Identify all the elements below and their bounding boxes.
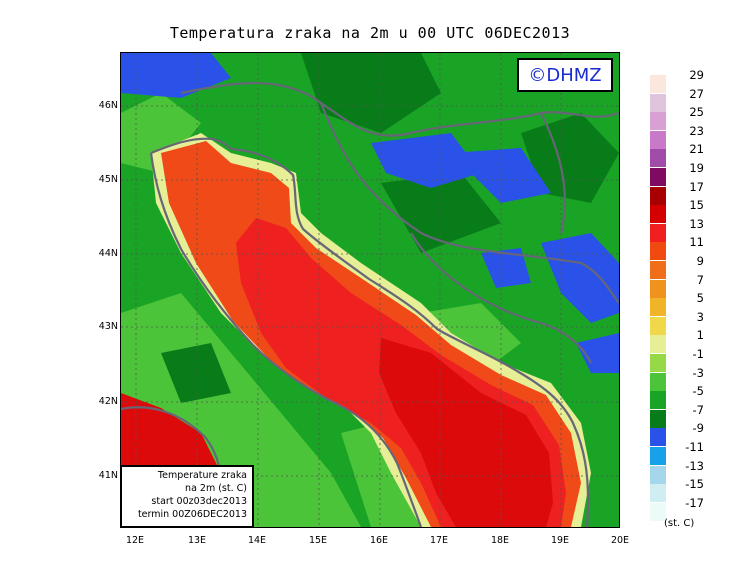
legend-label: -9 bbox=[692, 421, 704, 436]
legend-label: -7 bbox=[692, 402, 704, 417]
legend-swatch bbox=[650, 168, 666, 186]
lon-label-15e: 15E bbox=[308, 535, 328, 546]
legend-swatch bbox=[650, 372, 666, 391]
country-borders bbox=[121, 81, 619, 527]
legend-swatch bbox=[650, 484, 666, 503]
lat-label-42n: 42N bbox=[98, 396, 118, 407]
legend-swatch bbox=[650, 298, 666, 317]
lat-label-45n: 45N bbox=[98, 174, 118, 185]
legend-swatch bbox=[650, 316, 666, 335]
legend-swatch bbox=[650, 261, 666, 279]
lon-label-18e: 18E bbox=[490, 535, 510, 546]
legend-swatch bbox=[650, 428, 666, 447]
temperature-map bbox=[120, 52, 620, 528]
legend-label: 21 bbox=[689, 142, 704, 157]
legend-swatch bbox=[650, 186, 666, 205]
legend-swatch bbox=[650, 447, 666, 465]
legend-label: -17 bbox=[685, 495, 704, 510]
legend-label: 17 bbox=[689, 179, 704, 194]
legend-label: 11 bbox=[689, 235, 704, 250]
legend-swatch bbox=[650, 279, 666, 298]
info-line-1: Temperature zraka bbox=[157, 470, 247, 481]
sea-hot-core bbox=[379, 338, 553, 527]
legend-swatch bbox=[650, 354, 666, 372]
legend-label: 29 bbox=[689, 68, 704, 82]
map-canvas bbox=[121, 53, 619, 527]
graticule bbox=[121, 53, 619, 527]
info-line-3: start 00z03dec2013 bbox=[151, 496, 247, 507]
legend-label: 3 bbox=[696, 309, 704, 324]
legend-unit: (st. C) bbox=[664, 518, 695, 529]
legend-label: 1 bbox=[696, 328, 704, 343]
legend-label: 5 bbox=[696, 291, 704, 306]
cold-areas bbox=[121, 53, 619, 373]
lon-label-19e: 19E bbox=[550, 535, 570, 546]
legend-swatch bbox=[650, 205, 666, 224]
legend-swatch bbox=[650, 335, 666, 354]
legend-label: 25 bbox=[689, 105, 704, 120]
legend-label: -11 bbox=[685, 440, 704, 454]
legend-swatch bbox=[650, 242, 666, 261]
map-title: Temperatura zraka na 2m u 00 UTC 06DEC20… bbox=[169, 24, 571, 42]
lat-label-43n: 43N bbox=[98, 321, 118, 332]
info-box: Temperature zraka na 2m (st. C) start 00… bbox=[120, 465, 254, 528]
legend-label: -1 bbox=[692, 347, 704, 361]
lon-label-17e: 17E bbox=[429, 535, 449, 546]
dhmz-logo: ©DHMZ bbox=[517, 58, 613, 92]
legend-swatch bbox=[650, 409, 666, 428]
legend-label: 19 bbox=[689, 161, 704, 175]
legend-label: -13 bbox=[685, 458, 704, 473]
legend-label: -5 bbox=[692, 384, 704, 399]
legend-label: 9 bbox=[696, 254, 704, 268]
legend-label: 13 bbox=[689, 216, 704, 231]
legend-label: -15 bbox=[685, 477, 704, 492]
legend-swatch bbox=[650, 502, 666, 521]
legend-swatch bbox=[650, 223, 666, 242]
legend-swatch bbox=[650, 112, 666, 131]
legend-label: 7 bbox=[696, 272, 704, 287]
legend-swatch bbox=[650, 391, 666, 410]
legend-label: -3 bbox=[692, 365, 704, 380]
lon-label-13e: 13E bbox=[187, 535, 207, 546]
legend-swatch bbox=[650, 130, 666, 149]
info-line-4: termin 00Z06DEC2013 bbox=[137, 509, 247, 520]
lon-label-14e: 14E bbox=[247, 535, 267, 546]
lat-label-44n: 44N bbox=[98, 248, 118, 259]
lat-label-41n: 41N bbox=[98, 470, 118, 481]
legend-label: 15 bbox=[689, 198, 704, 213]
lon-label-16e: 16E bbox=[369, 535, 389, 546]
legend-swatch bbox=[650, 149, 666, 168]
legend-swatch bbox=[650, 93, 666, 112]
legend-swatch bbox=[650, 75, 666, 93]
info-line-2: na 2m (st. C) bbox=[185, 483, 247, 494]
lat-label-46n: 46N bbox=[98, 100, 118, 111]
legend-label: 27 bbox=[689, 86, 704, 101]
lon-label-20e: 20E bbox=[610, 535, 630, 546]
legend-label: 23 bbox=[689, 123, 704, 138]
lon-label-12e: 12E bbox=[125, 535, 145, 546]
legend-swatch bbox=[650, 465, 666, 484]
